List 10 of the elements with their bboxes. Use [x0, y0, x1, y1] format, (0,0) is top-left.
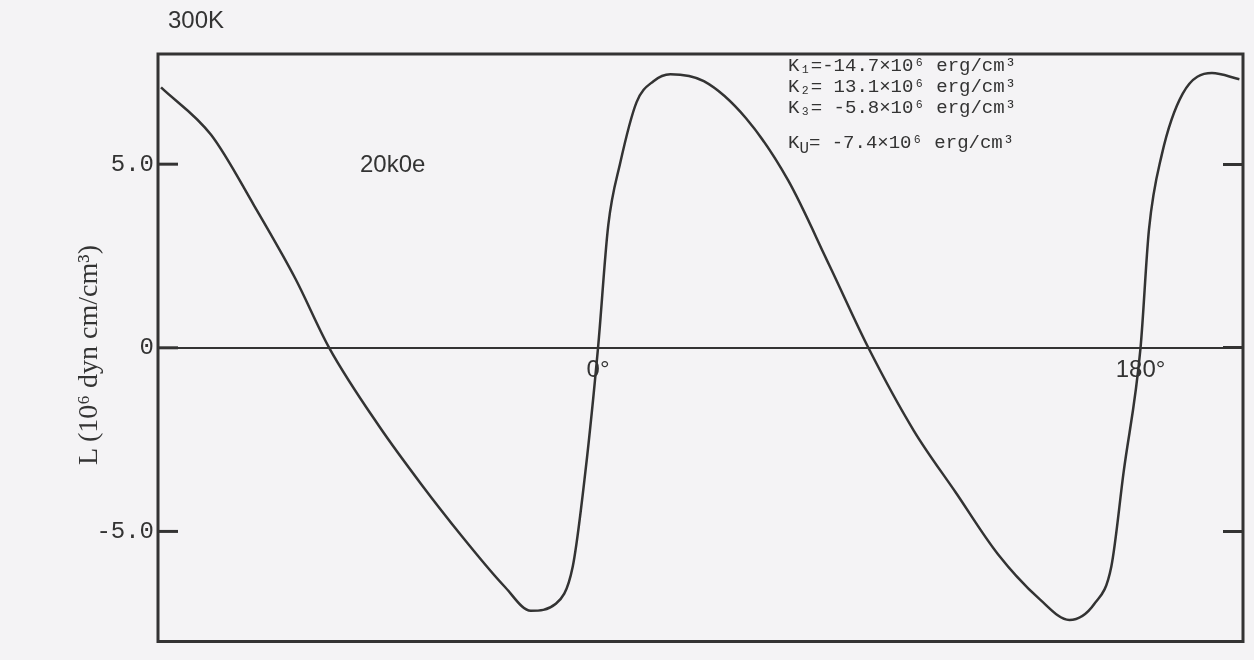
annotation: K₃= -5.8×10⁶ erg/cm³ [788, 97, 1017, 119]
y-axis-title: L (10⁶ dyn cm/cm³) [72, 244, 104, 466]
annotation: K$_{U}$= -7.4×10⁶ erg/cm³ [788, 132, 1016, 160]
y-tick-label: 5.0 [110, 150, 154, 178]
annotation: K₁=-14.7×10⁶ erg/cm³ [788, 55, 1017, 77]
chart-title: 300K [168, 6, 225, 34]
y-tick-label: 0 [139, 334, 154, 362]
annotation: 20k0e [360, 150, 426, 178]
annotation: K₂= 13.1×10⁶ erg/cm³ [788, 76, 1017, 98]
y-tick-label: -5.0 [96, 517, 154, 545]
